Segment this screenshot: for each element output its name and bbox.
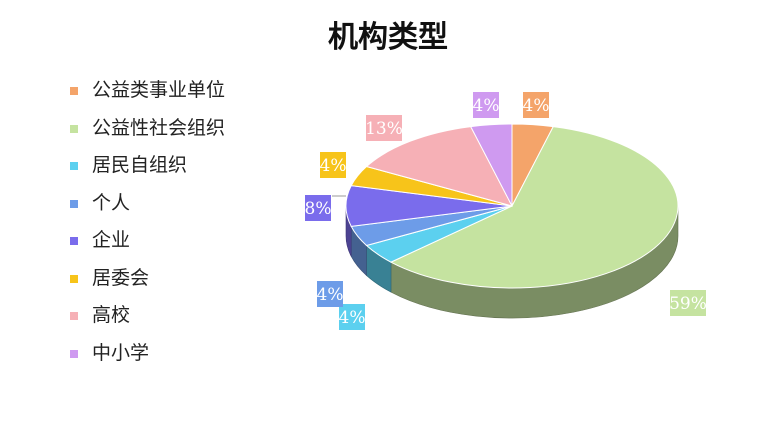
data-label-box [320, 152, 346, 178]
data-label: 8% [305, 199, 332, 219]
legend-item: 居民自组织 [70, 153, 290, 177]
data-label: 4% [339, 308, 366, 328]
data-label: 4% [317, 285, 344, 305]
pie-slice [365, 126, 513, 207]
data-label: 4% [473, 96, 500, 116]
data-label-box [339, 304, 365, 330]
data-label-box [523, 92, 549, 118]
legend-swatch [70, 237, 78, 245]
legend-swatch [70, 274, 78, 283]
legend-label: 公益性社会组织 [92, 116, 226, 139]
legend-swatch [70, 124, 78, 133]
legend-swatch [70, 349, 78, 358]
chart-title: 机构类型 [328, 20, 448, 55]
legend-label: 居民自组织 [92, 154, 188, 176]
legend-swatch [70, 199, 78, 208]
data-labels: 4% 59% 4% 4% 8% 4% 13% 4% [305, 92, 707, 330]
data-label-box [473, 92, 499, 118]
legend-item: 企业 [70, 228, 290, 252]
pie-slice [389, 126, 679, 289]
data-label: 4% [320, 156, 347, 176]
pie-sides [345, 205, 679, 319]
legend-label: 中小学 [92, 341, 150, 364]
legend-item: 个人 [70, 191, 290, 215]
legend-item: 高校 [70, 303, 290, 327]
legend-item: 公益性社会组织 [70, 116, 290, 140]
data-label-box [670, 290, 706, 316]
data-label: 4% [523, 96, 550, 116]
pie-slice [469, 123, 513, 207]
legend-item: 公益类事业单位 [70, 78, 290, 102]
data-label: 59% [669, 294, 707, 314]
legend-label: 企业 [92, 229, 131, 251]
legend-label: 居委会 [92, 266, 150, 289]
data-label: 13% [365, 119, 403, 139]
legend-item: 中小学 [70, 341, 290, 365]
data-label-box [305, 195, 331, 221]
legend-label: 个人 [92, 191, 131, 214]
legend-item: 居委会 [70, 266, 290, 290]
legend-swatch [70, 162, 78, 170]
legend-label: 公益类事业单位 [92, 79, 226, 101]
data-label-box [366, 115, 402, 141]
legend-label: 高校 [92, 304, 131, 326]
legend-swatch [70, 312, 78, 320]
data-label-box [317, 281, 343, 307]
pie-top [345, 123, 679, 289]
legend-swatch [70, 87, 78, 95]
